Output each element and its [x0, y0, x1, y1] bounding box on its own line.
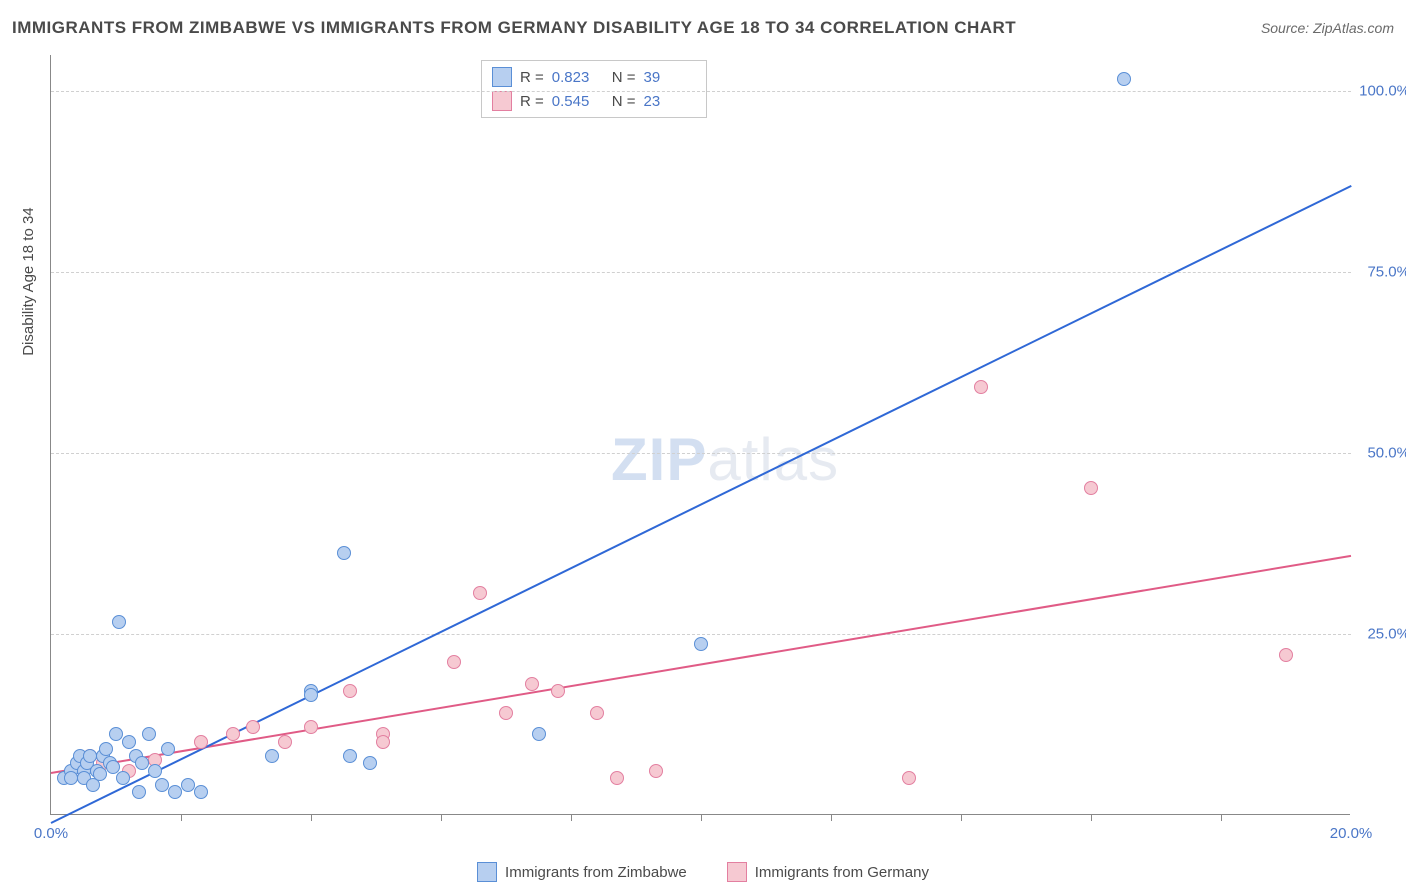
grid-line	[51, 272, 1351, 273]
scatter-point-zimbabwe	[109, 727, 123, 741]
y-tick-label: 100.0%	[1355, 83, 1406, 100]
stats-row-germany: R = 0.545 N = 23	[492, 89, 696, 113]
legend-label-germany: Immigrants from Germany	[755, 864, 929, 881]
scatter-point-germany	[194, 735, 208, 749]
scatter-point-germany	[278, 735, 292, 749]
n-value-zim: 39	[644, 69, 696, 86]
scatter-point-germany	[974, 380, 988, 394]
swatch-zimbabwe	[492, 67, 512, 87]
scatter-point-germany	[525, 677, 539, 691]
grid-line	[51, 453, 1351, 454]
y-tick-label: 50.0%	[1355, 445, 1406, 462]
scatter-point-zimbabwe	[155, 778, 169, 792]
scatter-point-zimbabwe	[265, 749, 279, 763]
scatter-point-germany	[610, 771, 624, 785]
scatter-point-germany	[226, 727, 240, 741]
scatter-point-zimbabwe	[122, 735, 136, 749]
source-prefix: Source:	[1261, 20, 1313, 36]
x-tick-mark	[441, 814, 442, 821]
scatter-point-zimbabwe	[83, 749, 97, 763]
x-tick-mark	[831, 814, 832, 821]
grid-line	[51, 634, 1351, 635]
watermark-atlas: atlas	[707, 426, 839, 493]
scatter-point-zimbabwe	[1117, 72, 1131, 86]
source-citation: Source: ZipAtlas.com	[1261, 20, 1394, 36]
scatter-point-zimbabwe	[142, 727, 156, 741]
scatter-point-germany	[590, 706, 604, 720]
scatter-point-zimbabwe	[132, 785, 146, 799]
swatch-germany	[492, 91, 512, 111]
stats-row-zimbabwe: R = 0.823 N = 39	[492, 65, 696, 89]
scatter-point-zimbabwe	[532, 727, 546, 741]
scatter-point-germany	[447, 655, 461, 669]
scatter-point-zimbabwe	[99, 742, 113, 756]
scatter-point-zimbabwe	[694, 637, 708, 651]
legend-label-zimbabwe: Immigrants from Zimbabwe	[505, 864, 687, 881]
chart-header: IMMIGRANTS FROM ZIMBABWE VS IMMIGRANTS F…	[12, 18, 1394, 38]
x-tick-mark	[181, 814, 182, 821]
y-axis-label: Disability Age 18 to 34	[20, 207, 37, 355]
stats-legend-box: R = 0.823 N = 39 R = 0.545 N = 23	[481, 60, 707, 118]
scatter-point-zimbabwe	[135, 756, 149, 770]
r-label: R =	[520, 93, 544, 110]
scatter-point-zimbabwe	[363, 756, 377, 770]
x-tick-mark	[571, 814, 572, 821]
scatter-point-zimbabwe	[337, 546, 351, 560]
plot-container: ZIPatlas R = 0.823 N = 39 R = 0.545 N = …	[50, 55, 1390, 815]
scatter-point-germany	[649, 764, 663, 778]
scatter-point-germany	[499, 706, 513, 720]
scatter-point-zimbabwe	[112, 615, 126, 629]
scatter-point-zimbabwe	[343, 749, 357, 763]
chart-title: IMMIGRANTS FROM ZIMBABWE VS IMMIGRANTS F…	[12, 18, 1016, 38]
bottom-legend: Immigrants from Zimbabwe Immigrants from…	[0, 862, 1406, 882]
n-value-ger: 23	[644, 93, 696, 110]
trend-line	[51, 554, 1351, 773]
r-label: R =	[520, 69, 544, 86]
legend-item-germany: Immigrants from Germany	[727, 862, 929, 882]
scatter-point-zimbabwe	[168, 785, 182, 799]
scatter-point-germany	[1084, 481, 1098, 495]
swatch-zimbabwe	[477, 862, 497, 882]
grid-line	[51, 91, 1351, 92]
scatter-point-zimbabwe	[64, 771, 78, 785]
x-tick-mark	[701, 814, 702, 821]
scatter-point-germany	[1279, 648, 1293, 662]
source-name: ZipAtlas.com	[1313, 20, 1394, 36]
watermark-zip: ZIP	[611, 426, 707, 493]
x-tick-label: 20.0%	[1330, 825, 1373, 842]
n-label: N =	[612, 69, 636, 86]
scatter-point-germany	[473, 586, 487, 600]
scatter-point-germany	[343, 684, 357, 698]
n-label: N =	[612, 93, 636, 110]
scatter-point-germany	[304, 720, 318, 734]
legend-item-zimbabwe: Immigrants from Zimbabwe	[477, 862, 687, 882]
scatter-point-germany	[376, 735, 390, 749]
x-tick-mark	[1091, 814, 1092, 821]
scatter-point-zimbabwe	[116, 771, 130, 785]
x-tick-mark	[1221, 814, 1222, 821]
scatter-point-germany	[246, 720, 260, 734]
x-tick-mark	[311, 814, 312, 821]
scatter-point-zimbabwe	[181, 778, 195, 792]
scatter-point-zimbabwe	[194, 785, 208, 799]
y-tick-label: 25.0%	[1355, 626, 1406, 643]
r-value-ger: 0.545	[552, 93, 604, 110]
y-tick-label: 75.0%	[1355, 264, 1406, 281]
scatter-point-zimbabwe	[148, 764, 162, 778]
plot-area: ZIPatlas R = 0.823 N = 39 R = 0.545 N = …	[50, 55, 1350, 815]
scatter-point-zimbabwe	[93, 767, 107, 781]
r-value-zim: 0.823	[552, 69, 604, 86]
scatter-point-germany	[902, 771, 916, 785]
scatter-point-germany	[551, 684, 565, 698]
x-tick-label: 0.0%	[34, 825, 68, 842]
swatch-germany	[727, 862, 747, 882]
watermark: ZIPatlas	[611, 425, 839, 494]
scatter-point-zimbabwe	[304, 688, 318, 702]
scatter-point-zimbabwe	[161, 742, 175, 756]
x-tick-mark	[961, 814, 962, 821]
